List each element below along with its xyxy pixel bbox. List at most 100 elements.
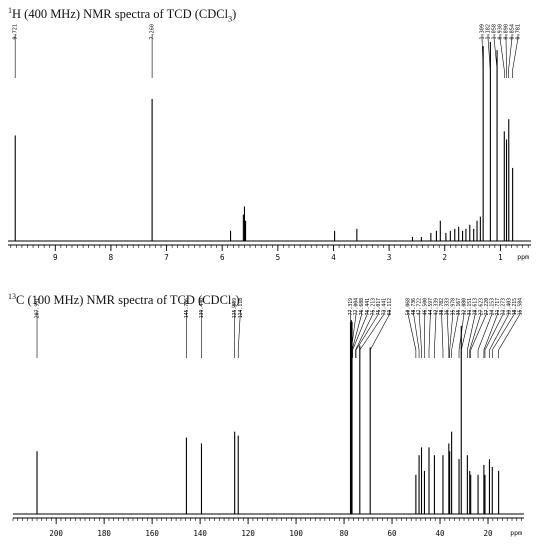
peak-label: 77.004 xyxy=(354,298,360,315)
peak-label: 38.782 xyxy=(439,298,445,315)
peak-label: 1.309 xyxy=(480,24,486,40)
peak-label: 76.441 xyxy=(365,298,371,315)
peak-label-connector xyxy=(355,313,374,351)
peak-label-connector xyxy=(352,313,368,351)
peak-label-connector xyxy=(449,313,454,351)
peak-label: 18.215 xyxy=(512,298,518,315)
peak-label-connector xyxy=(470,313,487,351)
peak-label: 75.213 xyxy=(370,298,376,315)
x-tick-label: 8 xyxy=(109,253,114,262)
peak-label-connector xyxy=(413,313,420,351)
peak-label: 24.153 xyxy=(490,298,496,315)
h-nmr-title: 1H (400 MHz) NMR spectra of TCD (CDCl3) xyxy=(8,6,237,24)
spectrum-panel-13C: 200 180 160 140 120 100 80 60 40 20 ppm 207.991 145.… xyxy=(12,298,524,538)
x-tick-label: 2 xyxy=(443,253,448,262)
peak-label-connector xyxy=(418,313,422,351)
peak-label-connector xyxy=(483,313,498,351)
peak-label: 0.930 xyxy=(498,24,504,40)
peak-label-connector xyxy=(512,37,519,71)
peak-label: 32.080 xyxy=(462,298,468,315)
peak-label: 0.890 xyxy=(504,24,510,40)
x-tick-label: 160 xyxy=(145,529,159,538)
peak-label: 77.319 xyxy=(348,298,354,315)
peak-label-connector xyxy=(487,37,491,71)
x-axis-label: ppm xyxy=(510,529,522,537)
peak-label: 0.781 xyxy=(516,24,522,40)
peak-label: 19.403 xyxy=(506,298,512,315)
peak-label: 125.599 xyxy=(232,298,238,318)
peak-label: 207.991 xyxy=(35,298,41,318)
x-tick-label: 1 xyxy=(498,253,503,262)
peak-label-connector xyxy=(369,313,390,351)
peak-label: 75.017 xyxy=(376,298,382,315)
peak-label: 76.688 xyxy=(359,298,365,315)
peak-label-connector xyxy=(407,313,417,351)
peak-label: 27.623 xyxy=(478,298,484,315)
peak-label: 47.722 xyxy=(417,298,423,315)
x-tick-label: 6 xyxy=(220,253,225,262)
peak-label: 27.220 xyxy=(484,298,490,315)
peak-label: 73.441 xyxy=(382,298,388,315)
peak-label: 31.151 xyxy=(467,298,473,315)
peak-label: 36.333 xyxy=(445,298,451,315)
x-tick-label: 200 xyxy=(49,529,63,538)
peak-label: 44.597 xyxy=(428,298,434,315)
peak-label-connector xyxy=(355,313,379,351)
peak-label: 35.978 xyxy=(450,298,456,315)
peak-label: 48.736 xyxy=(411,298,417,315)
peak-label-connector xyxy=(359,313,385,351)
peak-label: 28.613 xyxy=(473,298,479,315)
peak-label: 46.500 xyxy=(422,298,428,315)
peak-label: 145.706 xyxy=(184,298,190,318)
x-tick-label: 140 xyxy=(193,529,207,538)
peak-label-connector xyxy=(351,313,362,351)
x-tick-label: 5 xyxy=(276,253,281,262)
peak-label: 139.440 xyxy=(199,298,205,318)
peak-label-connector xyxy=(477,313,493,351)
peak-label: 1.182 xyxy=(486,24,492,40)
peak-label: 15.584 xyxy=(518,298,524,315)
x-tick-label: 3 xyxy=(387,253,392,262)
peak-label: 69.112 xyxy=(387,298,393,315)
spectrum-panel-1H: 9 8 7 6 5 4 3 2 1 ppm 9.721 7.260 1.309 1.182 1.058 0.9… xyxy=(8,24,531,262)
peak-label-connector xyxy=(446,313,450,351)
peak-label-connector xyxy=(441,313,444,351)
peak-label-connector xyxy=(428,313,431,351)
x-tick-label: 100 xyxy=(289,529,303,538)
peak-label-connector xyxy=(499,37,505,71)
x-tick-label: 80 xyxy=(340,529,350,538)
peak-label: 21.717 xyxy=(495,298,501,315)
peak-label-connector xyxy=(481,37,484,71)
peak-label-connector xyxy=(458,313,465,351)
peak-label-connector xyxy=(484,313,504,351)
x-axis-label: ppm xyxy=(517,253,529,261)
peak-label: 1.058 xyxy=(492,24,498,40)
x-tick-label: 20 xyxy=(483,529,493,538)
peak-label-connector xyxy=(451,313,459,351)
peak-label: 124.118 xyxy=(238,298,244,318)
x-tick-label: 120 xyxy=(241,529,255,538)
peak-label-connector xyxy=(493,37,498,71)
peak-label-connector xyxy=(434,313,437,351)
x-tick-label: 9 xyxy=(53,253,58,262)
peak-label: 35.167 xyxy=(456,298,462,315)
peak-label-connector xyxy=(467,313,476,351)
x-tick-label: 180 xyxy=(97,529,111,538)
peak-label: 21.273 xyxy=(501,298,507,315)
peak-label: 0.854 xyxy=(510,24,516,40)
c-nmr-title: 13C (100 MHz) NMR spectra of TCD (CDCl3) xyxy=(8,292,240,310)
x-tick-label: 40 xyxy=(436,529,446,538)
x-tick-label: 60 xyxy=(388,529,398,538)
peak-label-connector xyxy=(498,313,521,351)
peak-label-connector xyxy=(492,313,515,351)
peak-label-connector xyxy=(460,313,470,351)
x-tick-label: 7 xyxy=(164,253,169,262)
peak-label: 50.068 xyxy=(406,298,412,315)
x-tick-label: 4 xyxy=(331,253,336,262)
peak-label: 42.339 xyxy=(434,298,440,315)
peak-label-connector xyxy=(508,37,513,71)
peak-label-connector xyxy=(350,313,357,351)
peak-label: 7.260 xyxy=(150,24,156,40)
